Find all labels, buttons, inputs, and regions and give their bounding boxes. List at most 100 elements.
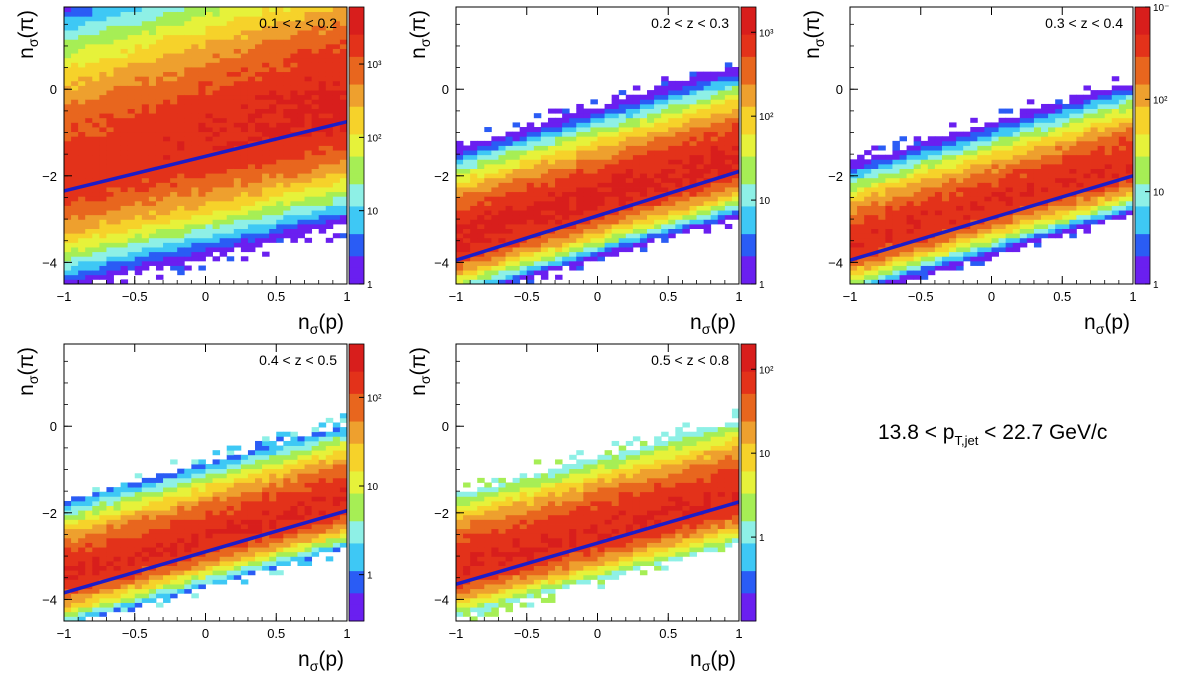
heatmap-cell	[339, 163, 348, 169]
heatmap-cell	[290, 71, 298, 77]
heatmap-cell	[170, 159, 178, 165]
heatmap-cell	[141, 242, 150, 248]
heatmap-cell	[184, 67, 192, 73]
heatmap-cell	[71, 53, 79, 59]
heatmap-cell	[927, 256, 936, 262]
heatmap-cell	[731, 214, 740, 220]
heatmap-cell	[332, 103, 341, 109]
heatmap-cell	[970, 163, 978, 169]
heatmap-cell	[141, 7, 150, 13]
heatmap-cell	[205, 76, 213, 82]
heatmap-cell	[163, 196, 171, 202]
heatmap-cell	[1069, 173, 1077, 179]
heatmap-cell	[977, 168, 985, 174]
heatmap-cell	[470, 200, 478, 206]
heatmap-cell	[668, 187, 676, 193]
heatmap-cell	[689, 103, 697, 109]
heatmap-cell	[906, 214, 915, 220]
heatmap-cell	[339, 25, 348, 31]
heatmap-cell	[127, 131, 136, 137]
heatmap-cell	[141, 154, 150, 160]
heatmap-cell	[71, 16, 79, 22]
heatmap-cell	[956, 251, 964, 257]
heatmap-cell	[290, 80, 298, 86]
heatmap-cell	[675, 131, 683, 137]
heatmap-cell	[456, 200, 464, 206]
heatmap-cell	[113, 196, 122, 202]
heatmap-cell	[127, 205, 136, 211]
heatmap-cell	[99, 48, 107, 54]
heatmap-cell	[878, 214, 886, 220]
heatmap-cell	[463, 237, 471, 243]
heatmap-cell	[505, 279, 514, 285]
heatmap-cell	[92, 62, 100, 68]
heatmap-cell	[269, 103, 277, 109]
heatmap-cell	[625, 150, 634, 156]
heatmap-cell	[85, 16, 93, 22]
heatmap-cell	[304, 39, 313, 45]
heatmap-cell	[177, 85, 185, 91]
heatmap-cell	[71, 20, 79, 26]
heatmap-cell	[526, 182, 535, 188]
heatmap-cell	[519, 145, 528, 151]
heatmap-cell	[262, 233, 270, 239]
heatmap-cell	[927, 159, 936, 165]
color-bar-step	[741, 95, 756, 102]
heatmap-cell	[113, 260, 122, 266]
heatmap-cell	[1005, 145, 1014, 151]
heatmap-cell	[134, 136, 143, 142]
heatmap-cell	[724, 85, 733, 91]
heatmap-cell	[963, 140, 971, 146]
heatmap-cell	[148, 168, 157, 174]
heatmap-cell	[148, 173, 157, 179]
heatmap-cell	[226, 154, 235, 160]
heatmap-cell	[1111, 187, 1120, 193]
heatmap-cell	[155, 80, 164, 86]
heatmap-cell	[1111, 113, 1120, 119]
heatmap-cell	[106, 154, 114, 160]
heatmap-cell	[318, 90, 327, 96]
heatmap-cell	[113, 256, 122, 262]
heatmap-cell	[1125, 210, 1134, 216]
heatmap-cell	[885, 168, 893, 174]
heatmap-cell	[184, 76, 192, 82]
heatmap-cell	[113, 200, 122, 206]
heatmap-cell	[963, 228, 971, 234]
heatmap-cell	[526, 279, 535, 285]
heatmap-cell	[682, 191, 690, 197]
heatmap-cell	[647, 219, 655, 225]
heatmap-cell	[1055, 191, 1063, 197]
heatmap-cell	[269, 34, 277, 40]
heatmap-cell	[85, 85, 93, 91]
heatmap-cell	[276, 48, 284, 54]
heatmap-cell	[1012, 223, 1021, 229]
heatmap-cell	[332, 173, 341, 179]
heatmap-cell	[318, 214, 327, 220]
color-bar-step	[349, 145, 364, 152]
heatmap-cell	[339, 145, 348, 151]
heatmap-cell	[1048, 191, 1056, 197]
heatmap-cell	[155, 177, 164, 183]
heatmap-cell	[205, 154, 213, 160]
heatmap-cell	[332, 62, 341, 68]
heatmap-cell	[247, 48, 256, 54]
heatmap-cell	[998, 108, 1007, 114]
heatmap-cell	[1012, 247, 1021, 253]
heatmap-cell	[949, 159, 957, 165]
heatmap-cell	[899, 251, 907, 257]
heatmap-cell	[290, 7, 298, 13]
heatmap-cell	[64, 150, 72, 156]
heatmap-cell	[590, 223, 598, 229]
heatmap-cell	[325, 187, 334, 193]
heatmap-cell	[240, 200, 249, 206]
heatmap-cell	[148, 233, 157, 239]
heatmap-cell	[127, 214, 136, 220]
heatmap-cell	[1048, 210, 1056, 216]
heatmap-cell	[71, 122, 79, 128]
heatmap-cell	[864, 182, 872, 188]
heatmap-cell	[512, 159, 521, 165]
heatmap-cell	[710, 136, 719, 142]
heatmap-cell	[106, 34, 114, 40]
heatmap-cell	[675, 205, 683, 211]
heatmap-cell	[731, 159, 740, 165]
